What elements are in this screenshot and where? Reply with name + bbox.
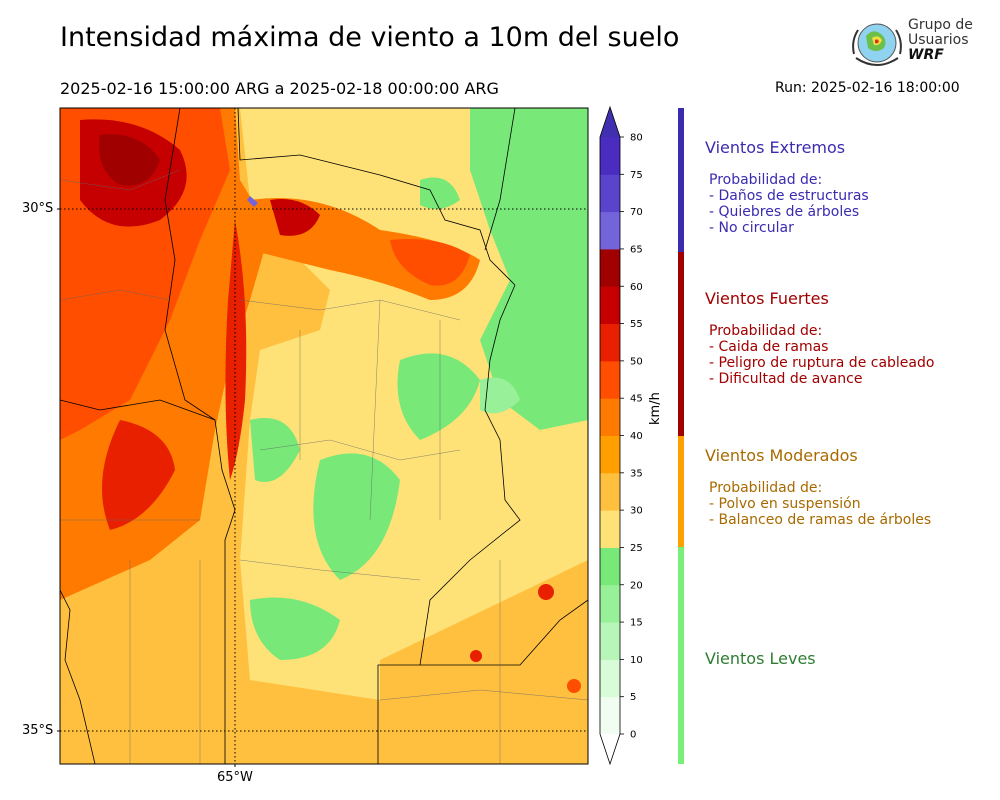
colorbar-segment [600, 584, 620, 623]
category-bar-leves [678, 547, 684, 764]
colorbar-tick-label: 65 [630, 244, 643, 255]
colorbar-segment [600, 174, 620, 213]
logo-text-line2: Usuarios [908, 32, 969, 48]
colorbar-tick-label: 15 [630, 618, 643, 629]
colorbar-segment [600, 435, 620, 474]
colorbar-segment [600, 398, 620, 436]
desc-line: - Quiebres de árboles [709, 204, 860, 220]
colorbar-segment [600, 137, 620, 175]
desc-line: - Peligro de ruptura de cableado [709, 355, 935, 371]
colorbar-tick-label: 5 [630, 692, 636, 703]
category-bar-moderados [678, 436, 684, 547]
colorbar-segment [600, 211, 620, 250]
colorbar-tick-label: 50 [630, 356, 643, 367]
gruwrf-logo: Grupo de Usuarios WRF [848, 16, 973, 72]
colorbar-segment [600, 248, 620, 287]
province-borders [60, 108, 588, 764]
logo-text-line3: WRF [908, 47, 944, 63]
category-bar-fuertes [678, 252, 684, 436]
desc-line: - Caida de ramas [709, 339, 829, 355]
page-title: Intensidad máxima de viento a 10m del su… [60, 22, 680, 53]
desc-line: Probabilidad de: [709, 323, 823, 339]
colorbar-segment [600, 696, 620, 735]
lat-label-35s: 35°S [22, 723, 54, 738]
colorbar-tick-label: 35 [630, 468, 643, 479]
wind-field [60, 108, 588, 764]
logo-text-line1: Grupo de [908, 17, 973, 33]
category-title-fuertes: Vientos Fuertes [705, 289, 829, 308]
colorbar-segment [600, 286, 620, 325]
colorbar-extend-max [600, 107, 620, 137]
desc-line: - No circular [709, 220, 794, 236]
desc-line: Probabilidad de: [709, 172, 823, 188]
colorbar-tick-label: 70 [630, 207, 643, 218]
colorbar-tick-label: 75 [630, 170, 643, 181]
colorbar-tick-label: 10 [630, 655, 643, 666]
colorbar-tick-label: 30 [630, 506, 643, 517]
colorbar-segment [600, 659, 620, 698]
desc-line: - Balanceo de ramas de árboles [709, 512, 932, 528]
colorbar-tick-label: 40 [630, 431, 643, 442]
colorbar-segment [600, 360, 620, 399]
desc-line: - Daños de estructuras [709, 188, 869, 204]
desc-line: Probabilidad de: [709, 480, 823, 496]
department-borders [60, 169, 588, 764]
colorbar-segment [600, 510, 620, 548]
map-frame [59, 107, 589, 765]
colorbar-segment [600, 472, 620, 511]
colorbar-segment [600, 323, 620, 362]
run-time: Run: 2025-02-16 18:00:00 [775, 80, 960, 96]
colorbar-tick-label: 80 [630, 133, 643, 144]
category-title-extremos: Vientos Extremos [705, 138, 846, 157]
colorbar-tick-label: 55 [630, 319, 643, 330]
colorbar-segment [600, 547, 620, 586]
colorbar-segment [600, 622, 620, 660]
colorbar-tick-label: 60 [630, 282, 643, 293]
lat-label-30s: 30°S [22, 201, 54, 216]
colorbar-unit: km/h [648, 392, 663, 425]
colorbar-tick-label: 25 [630, 543, 643, 554]
graticule [60, 108, 588, 764]
category-desc-moderados: Probabilidad de: - Polvo en suspensión -… [709, 480, 931, 528]
category-bar-extremos [678, 108, 684, 252]
lon-label-65w: 65°W [217, 770, 253, 785]
colorbar-tick-label: 0 [630, 730, 636, 741]
category-title-moderados: Vientos Moderados [705, 446, 858, 465]
globe-logo-icon [852, 23, 902, 66]
desc-line: - Dificultad de avance [709, 371, 863, 387]
desc-line: - Polvo en suspensión [709, 496, 861, 512]
category-title-leves: Vientos Leves [705, 649, 816, 668]
forecast-period: 2025-02-16 15:00:00 ARG a 2025-02-18 00:… [60, 79, 499, 98]
colorbar-tick-label: 20 [630, 580, 643, 591]
category-desc-extremos: Probabilidad de: - Daños de estructuras … [709, 172, 869, 236]
colorbar: 0 5 10 15 20 25 30 35 40 45 50 55 60 65 70 75 80 [599, 105, 643, 766]
colorbar-extend-min [600, 734, 620, 764]
category-desc-fuertes: Probabilidad de: - Caida de ramas - Peli… [709, 323, 934, 387]
colorbar-tick-label: 45 [630, 394, 643, 405]
